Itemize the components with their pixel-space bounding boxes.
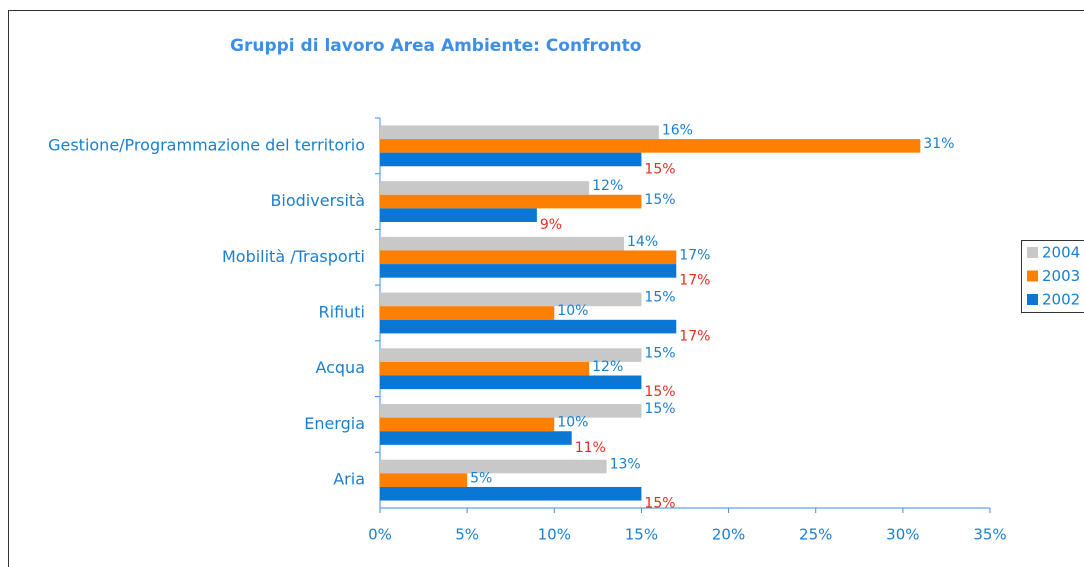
x-tick-label: 5% <box>455 526 479 544</box>
y-tick-label: Energia <box>304 414 365 433</box>
bar <box>380 208 537 222</box>
bar <box>380 194 642 209</box>
bar <box>380 181 590 195</box>
x-tick-label: 35% <box>973 526 1006 544</box>
value-label: 9% <box>540 217 562 233</box>
value-label: 15% <box>644 496 675 512</box>
bar <box>380 319 677 334</box>
bar <box>380 486 642 501</box>
bar <box>380 292 642 307</box>
value-label: 15% <box>644 290 675 306</box>
value-label: 15% <box>644 384 675 400</box>
x-tick-label: 20% <box>712 526 745 544</box>
bar <box>380 152 642 167</box>
bar <box>380 125 659 140</box>
legend-swatch <box>1027 294 1038 305</box>
bar <box>380 250 677 265</box>
bar <box>380 459 607 474</box>
bar <box>380 306 555 320</box>
value-label: 10% <box>557 303 588 319</box>
value-label: 12% <box>592 359 623 375</box>
value-label: 15% <box>644 161 675 177</box>
value-label: 17% <box>679 247 710 263</box>
value-label: 31% <box>923 136 954 152</box>
y-tick-label: Mobilità /Trasporti <box>222 247 365 266</box>
bar <box>380 431 572 445</box>
value-label: 16% <box>662 122 693 138</box>
bar <box>380 473 468 487</box>
x-tick-label: 15% <box>625 526 658 544</box>
bar <box>380 348 642 362</box>
chart-title: Gruppi di lavoro Area Ambiente: Confront… <box>230 36 641 56</box>
bar <box>380 375 642 390</box>
frame <box>8 10 1084 567</box>
y-tick-label: Rifiuti <box>319 303 366 322</box>
value-label: 10% <box>557 415 588 431</box>
value-label: 17% <box>679 273 710 289</box>
value-label: 17% <box>679 328 710 344</box>
value-label: 11% <box>575 440 606 456</box>
x-tick-label: 0% <box>368 526 392 544</box>
y-tick-label: Biodiversità <box>270 191 365 210</box>
value-label: 13% <box>610 457 641 473</box>
y-tick-label: Acqua <box>315 358 365 377</box>
value-label: 15% <box>644 192 675 208</box>
value-label: 14% <box>627 234 658 250</box>
value-label: 15% <box>644 345 675 361</box>
x-tick-label: 25% <box>799 526 832 544</box>
bar <box>380 361 590 376</box>
legend-label: 2004 <box>1042 244 1080 262</box>
legend-label: 2003 <box>1042 267 1080 285</box>
value-label: 15% <box>644 401 675 417</box>
y-tick-label: Aria <box>333 470 365 489</box>
x-tick-label: 10% <box>538 526 571 544</box>
legend-swatch <box>1027 247 1038 258</box>
legend-label: 2002 <box>1042 291 1080 309</box>
bar <box>380 139 921 153</box>
bar <box>380 264 677 278</box>
bar <box>380 417 555 432</box>
bar <box>380 404 642 418</box>
legend-swatch <box>1027 270 1038 282</box>
value-label: 12% <box>592 178 623 194</box>
x-tick-label: 30% <box>886 526 919 544</box>
bar <box>380 236 624 251</box>
value-label: 5% <box>470 470 492 486</box>
y-tick-label: Gestione/Programmazione del territorio <box>48 135 365 154</box>
